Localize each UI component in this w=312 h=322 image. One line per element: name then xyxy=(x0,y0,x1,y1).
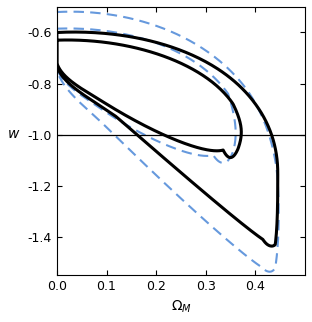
Y-axis label: $w$: $w$ xyxy=(7,127,20,141)
X-axis label: $\Omega_M$: $\Omega_M$ xyxy=(171,299,192,315)
